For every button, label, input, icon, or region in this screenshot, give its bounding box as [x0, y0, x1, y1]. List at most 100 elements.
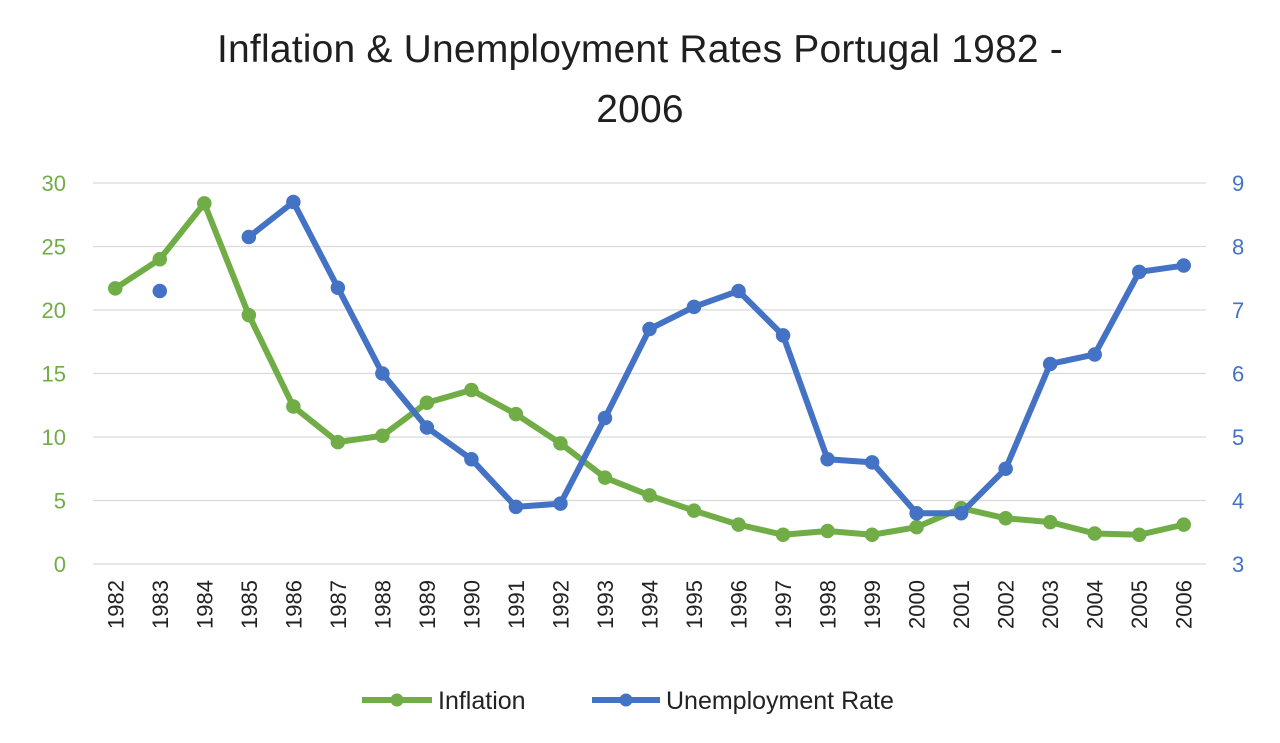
data-point — [731, 517, 746, 532]
data-point — [197, 196, 212, 211]
x-tick-label: 1988 — [370, 580, 395, 629]
data-point — [864, 455, 880, 470]
x-tick-label: 1986 — [281, 580, 306, 629]
data-point — [419, 395, 435, 410]
data-point — [1087, 347, 1102, 362]
x-tick-label: 2002 — [994, 580, 1019, 629]
data-point — [998, 511, 1013, 526]
data-point — [553, 436, 568, 451]
data-point — [108, 281, 123, 296]
data-point — [330, 434, 346, 450]
legend: Inflation Unemployment Rate — [362, 687, 894, 715]
legend-swatch-marker — [619, 693, 633, 707]
data-point — [241, 229, 257, 245]
data-point — [330, 280, 346, 296]
data-point — [1131, 264, 1147, 280]
y-left-tick-label: 20 — [42, 298, 66, 323]
x-tick-label: 2004 — [1083, 580, 1108, 629]
y-left-tick-label: 5 — [54, 489, 66, 514]
legend-label: Unemployment Rate — [666, 687, 894, 715]
x-tick-label: 2003 — [1038, 580, 1063, 629]
data-point — [686, 299, 702, 315]
data-point — [464, 451, 479, 467]
chart-title-line-2: 2006 — [596, 88, 684, 131]
data-point — [241, 307, 257, 323]
data-point — [998, 461, 1013, 476]
y-left-tick-label: 0 — [54, 552, 66, 577]
data-point — [642, 321, 657, 337]
data-point — [642, 488, 657, 503]
data-point — [1042, 514, 1058, 530]
y-left-tick-label: 30 — [42, 171, 66, 196]
x-tick-label: 1992 — [548, 580, 573, 629]
data-point — [597, 470, 613, 485]
x-tick-label: 2006 — [1172, 580, 1197, 629]
series-inflation — [108, 196, 1191, 543]
x-tick-label: 1989 — [415, 580, 440, 629]
x-tick-label: 1984 — [192, 580, 217, 629]
x-tick-label: 1983 — [148, 580, 173, 629]
data-point — [375, 428, 390, 443]
data-point — [686, 503, 702, 518]
x-tick-label: 2005 — [1127, 580, 1152, 629]
data-point — [464, 382, 479, 398]
data-point — [597, 410, 613, 426]
x-tick-label: 1987 — [326, 580, 351, 629]
x-tick-label: 1985 — [237, 580, 262, 629]
data-point — [375, 366, 390, 381]
data-point — [820, 451, 835, 467]
data-point — [909, 519, 924, 535]
x-tick-label: 1991 — [504, 580, 529, 629]
series-unemployment-rate — [152, 194, 1191, 521]
data-point — [553, 496, 568, 511]
y-right-tick-label: 6 — [1232, 362, 1244, 387]
x-tick-label: 2000 — [905, 580, 930, 629]
x-tick-label: 1994 — [638, 580, 663, 629]
legend-item-inflation: Inflation — [362, 687, 526, 715]
data-point — [864, 527, 880, 543]
series-line — [112, 200, 1187, 538]
data-point — [775, 527, 791, 543]
data-point — [953, 505, 969, 521]
y-left-tick-label: 10 — [42, 425, 66, 450]
x-tick-label: 1993 — [593, 580, 618, 629]
y-left-tick-label: 15 — [42, 362, 66, 387]
legend-item-unemployment-rate: Unemployment Rate — [592, 687, 894, 715]
series-line — [245, 199, 1187, 517]
x-tick-label: 1997 — [771, 580, 796, 629]
data-point — [731, 283, 746, 299]
chart-title-line-1: Inflation & Unemployment Rates Portugal … — [217, 28, 1063, 71]
data-point — [775, 328, 791, 343]
y-right-tick-label: 7 — [1232, 298, 1244, 323]
x-tick-label: 1990 — [459, 580, 484, 629]
x-tick-label: 1999 — [860, 580, 885, 629]
data-point — [1176, 517, 1191, 532]
data-point — [909, 505, 924, 521]
data-point — [286, 194, 301, 210]
legend-swatch-marker — [390, 693, 404, 707]
data-point — [820, 523, 835, 539]
data-point — [152, 283, 168, 299]
y-left-tick-label: 25 — [42, 235, 66, 260]
legend-label: Inflation — [438, 687, 526, 715]
data-point — [508, 406, 524, 422]
y-right-tick-label: 5 — [1232, 425, 1244, 450]
data-point — [419, 420, 435, 435]
data-point — [152, 251, 168, 267]
data-point — [1042, 356, 1058, 372]
data-point — [286, 399, 301, 414]
data-point — [1131, 527, 1147, 543]
x-tick-label: 1995 — [682, 580, 707, 629]
y-right-tick-label: 4 — [1232, 489, 1244, 514]
y-right-tick-label: 9 — [1232, 171, 1244, 196]
data-point — [508, 499, 524, 515]
y-right-tick-label: 3 — [1232, 552, 1244, 577]
x-tick-label: 1998 — [816, 580, 841, 629]
x-tick-label: 1982 — [103, 580, 128, 629]
data-point — [1176, 258, 1191, 273]
x-tick-label: 2001 — [949, 580, 974, 629]
y-right-tick-label: 8 — [1232, 235, 1244, 260]
data-point — [1087, 526, 1102, 541]
